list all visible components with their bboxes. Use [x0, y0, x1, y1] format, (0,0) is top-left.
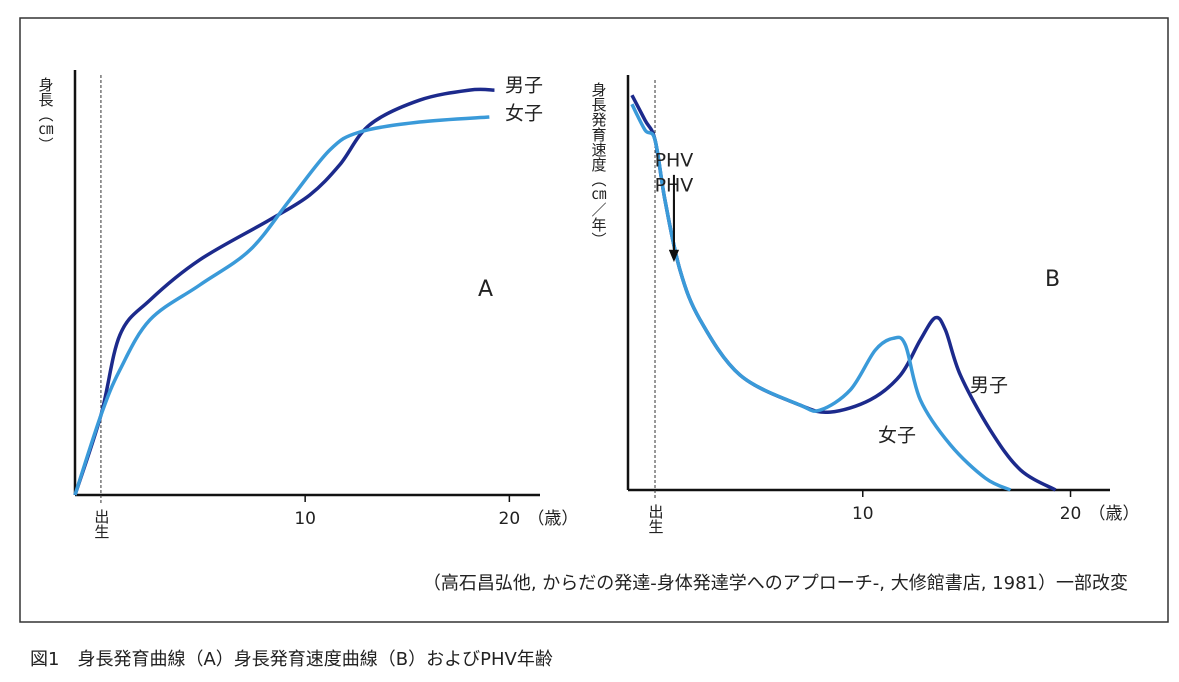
line-series: [73, 87, 495, 496]
x-axis-unit: （歳）: [1089, 504, 1140, 524]
series-label: 女子: [878, 425, 916, 447]
arrow-head: [668, 249, 679, 262]
series-label: 男子: [970, 375, 1008, 397]
line-series: [630, 94, 1057, 492]
x-tick-label: 10: [294, 509, 316, 529]
line-series: [73, 115, 490, 496]
x-tick-label: 出生: [647, 504, 665, 534]
x-tick-label: 20: [1060, 504, 1082, 524]
y-axis-label: 身長発育速度（㎝／年）: [590, 82, 608, 247]
x-tick-label: 10: [852, 504, 874, 524]
x-axis-unit: （歳）: [527, 509, 578, 529]
line-series: [630, 103, 1012, 492]
x-tick-label: 出生: [92, 509, 110, 539]
figure-frame: [19, 17, 1169, 623]
source-note: （高石昌弘他, からだの発達-身体発達学へのアプローチ-, 大修館書店, 198…: [423, 573, 1128, 594]
caption: 図1 身長発育曲線（A）身長発育速度曲線（B）およびPHV年齢: [30, 649, 553, 670]
y-axis-label: 身長（㎝）: [37, 77, 55, 152]
panel-label: A: [478, 277, 493, 302]
series-label: 女子: [505, 103, 543, 125]
x-tick-label: 20: [499, 509, 521, 529]
annotation: PHV: [655, 149, 694, 171]
panel-label: B: [1045, 267, 1060, 292]
series-label: 男子: [505, 75, 543, 97]
